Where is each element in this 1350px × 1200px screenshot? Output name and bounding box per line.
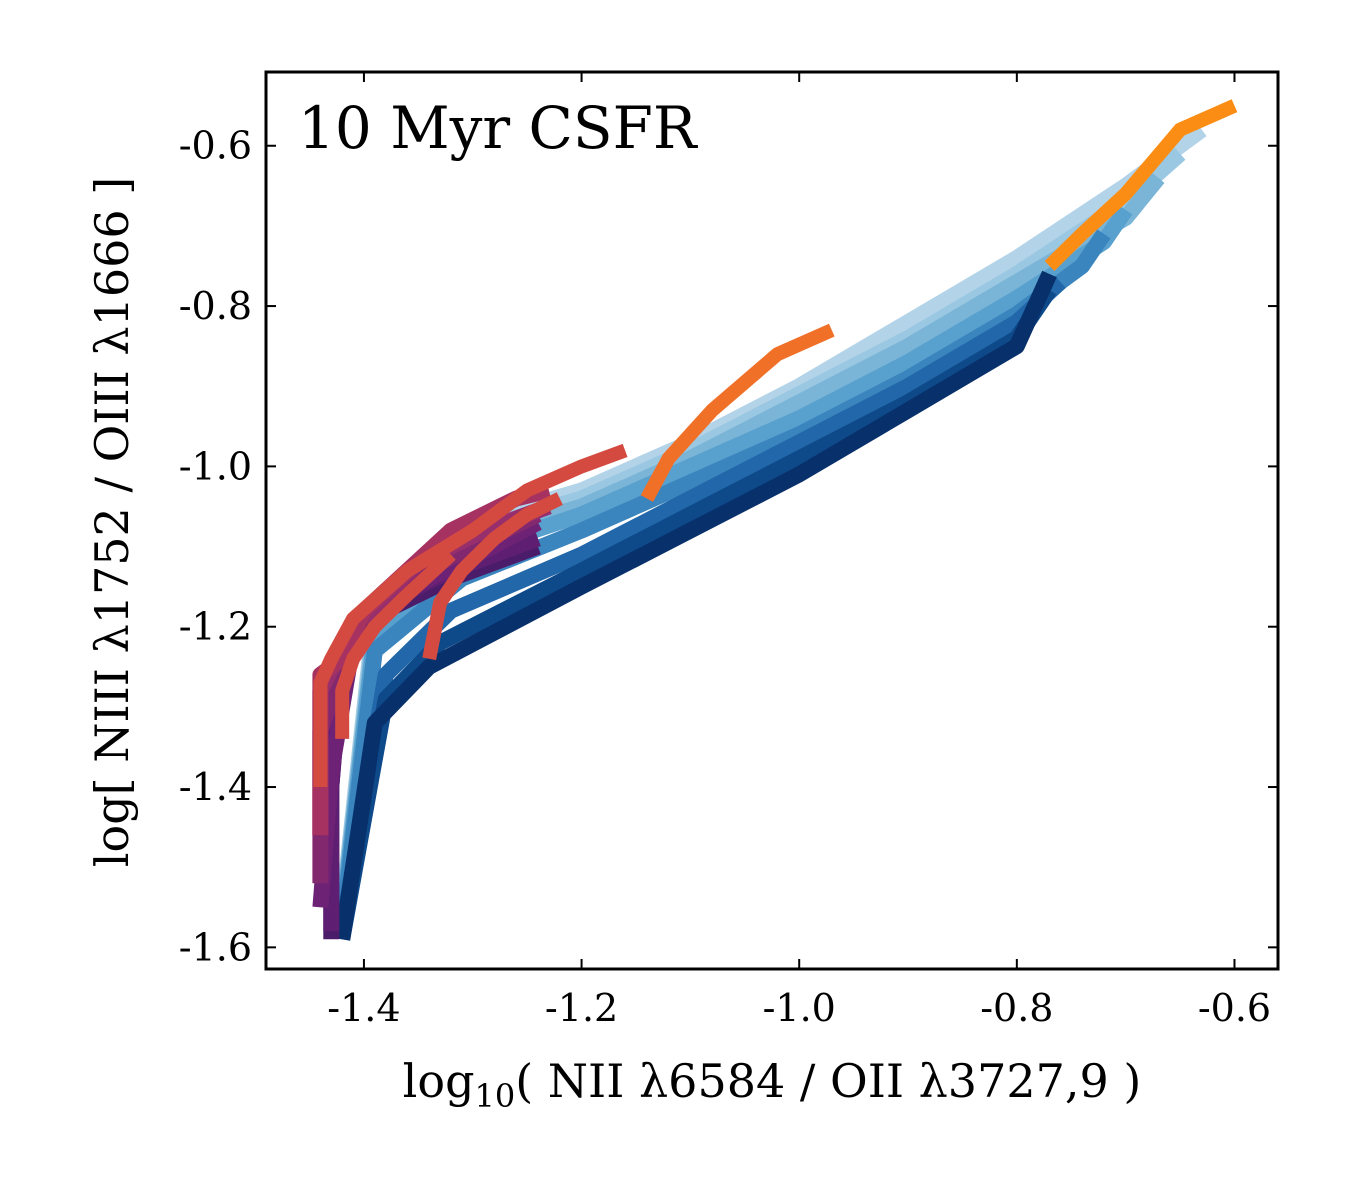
axis-ticks: -1.4 -1.2 -1.0 -0.8 -0.6 -1.6 -1.4 -1.2 -1.0 -0.8… <box>179 72 1278 1030</box>
grid-series-blue-6 <box>334 276 1066 933</box>
x-tick-label: -1.4 <box>327 986 400 1030</box>
series-orange-track-1 <box>640 323 835 502</box>
x-axis-label-pre: log <box>403 1054 475 1108</box>
plot-area <box>312 99 1238 941</box>
y-tick-label: -1.4 <box>179 765 252 809</box>
y-tick-label: -1.6 <box>179 925 252 969</box>
x-tick-label: -1.0 <box>763 986 836 1030</box>
grid-series-blue-8 <box>334 270 1057 941</box>
chart-annotation: 10 Myr CSFR <box>298 94 699 162</box>
x-tick-label: -0.8 <box>980 986 1053 1030</box>
plot-frame <box>264 70 1280 971</box>
y-tick-label: -0.6 <box>179 124 252 168</box>
x-axis-label-sub: 10 <box>475 1077 516 1115</box>
y-tick-label: -0.8 <box>179 284 252 328</box>
y-tick-label: -1.0 <box>179 444 252 488</box>
x-axis-label-post: ( NII λ6584 / OII λ3727,9 ) <box>515 1054 1141 1108</box>
y-tick-label: -1.2 <box>179 605 252 649</box>
series-red-track-3 <box>422 492 563 661</box>
series-orange-track-2 <box>1044 99 1238 271</box>
x-axis-label: log10( NII λ6584 / OII λ3727,9 ) <box>403 1054 1142 1115</box>
x-tick-label: -1.2 <box>545 986 618 1030</box>
y-axis-label: log[ NIII λ1752 / OIII λ1666 ] <box>85 177 139 867</box>
x-tick-label: -0.6 <box>1198 986 1271 1030</box>
series-red-track <box>313 443 628 787</box>
series-red-track-2 <box>335 549 456 739</box>
